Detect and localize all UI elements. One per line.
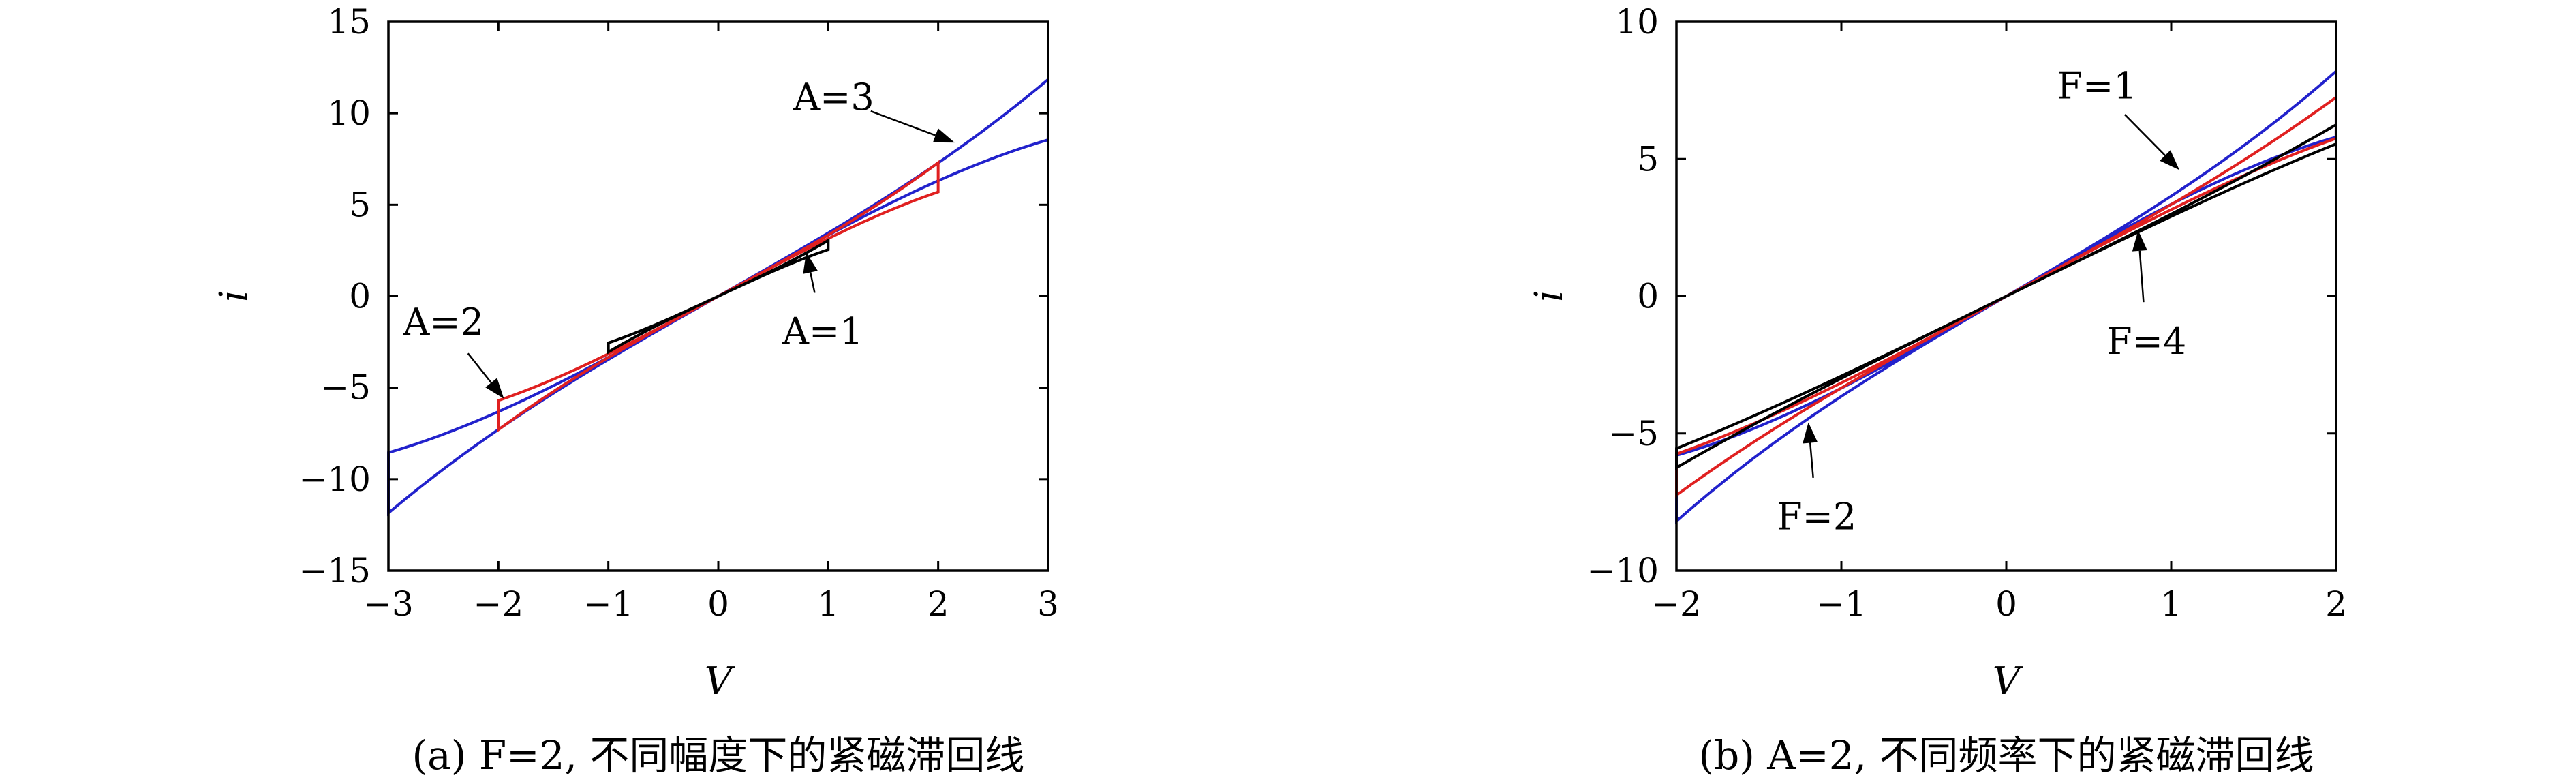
y-tick-label: 15 xyxy=(327,2,371,42)
annotation-arrow xyxy=(467,352,492,384)
caption-a: (a) F=2, 不同幅度下的紧磁滞回线 xyxy=(412,732,1025,779)
annotation-arrowhead xyxy=(2132,230,2147,252)
annotation-arrowhead xyxy=(803,252,818,274)
x-tick-label: 0 xyxy=(707,584,729,624)
annotation-arrow xyxy=(1809,442,1814,478)
x-axis-label-a: V xyxy=(705,659,736,704)
x-tick-label: −1 xyxy=(583,584,634,624)
x-tick-label: 3 xyxy=(1037,584,1059,624)
annotation-label: A=2 xyxy=(402,301,484,344)
annotation-arrow xyxy=(809,272,816,293)
x-tick-label: 0 xyxy=(1995,584,2017,624)
y-tick-label: 5 xyxy=(349,185,371,224)
y-ticks-a: 15 10 5 0 −5 −10 −15 xyxy=(298,2,1048,590)
x-tick-label: 2 xyxy=(2325,584,2347,624)
y-tick-label: −10 xyxy=(298,459,371,499)
loop-series-3-b xyxy=(1674,122,2338,470)
annotation-label: A=1 xyxy=(782,310,863,352)
y-tick-label: −5 xyxy=(1608,414,1659,453)
y-tick-label: −10 xyxy=(1586,551,1659,590)
annotation-arrowhead xyxy=(485,378,504,399)
annotation-arrow xyxy=(870,110,936,136)
loop-series-3-a xyxy=(607,238,830,355)
y-axis-label-b: i xyxy=(1527,290,1571,302)
x-tick-label: 1 xyxy=(2160,584,2182,624)
annotation-label: F=2 xyxy=(1777,496,1856,539)
y-tick-label: 10 xyxy=(327,93,371,133)
y-ticks-b: 10 5 0 −5 −10 xyxy=(1586,2,2336,590)
annotation-arrow xyxy=(2123,114,2166,156)
hysteresis-loops-b xyxy=(1674,68,2338,524)
x-tick-label: −2 xyxy=(1651,584,1702,624)
y-tick-label: 5 xyxy=(1637,139,1659,179)
x-tick-label: −1 xyxy=(1816,584,1867,624)
annotation-arrow xyxy=(2138,250,2145,303)
y-tick-label: −15 xyxy=(298,551,371,590)
y-axis-label-a: i xyxy=(212,290,256,302)
y-tick-label: 10 xyxy=(1615,2,1659,42)
y-tick-label: 0 xyxy=(1637,277,1659,316)
annotations-b: F=1 F=4 F=2 xyxy=(1777,65,2186,539)
x-ticks-b: −2 −1 0 1 2 xyxy=(1651,22,2347,624)
caption-b: (b) A=2, 不同频率下的紧磁滞回线 xyxy=(1698,732,2314,779)
x-tick-label: 1 xyxy=(817,584,839,624)
annotation-label: F=4 xyxy=(2106,320,2186,363)
annotations-a: A=3 A=2 A=1 xyxy=(402,76,955,399)
x-ticks-a: −3 −2 −1 0 1 2 3 xyxy=(363,22,1059,624)
annotation-label: F=1 xyxy=(2057,65,2137,108)
annotation-label: A=3 xyxy=(793,76,874,119)
y-tick-label: −5 xyxy=(320,368,371,408)
annotation-arrowhead xyxy=(1803,422,1818,444)
annotation-arrowhead xyxy=(932,128,955,143)
x-tick-label: −2 xyxy=(473,584,523,624)
x-tick-label: 2 xyxy=(927,584,949,624)
annotation-arrowhead xyxy=(2160,150,2180,170)
x-tick-label: −3 xyxy=(363,584,414,624)
hysteresis-loops-a xyxy=(386,76,1050,517)
y-tick-label: 0 xyxy=(349,277,371,316)
x-axis-label-b: V xyxy=(1993,659,2024,704)
